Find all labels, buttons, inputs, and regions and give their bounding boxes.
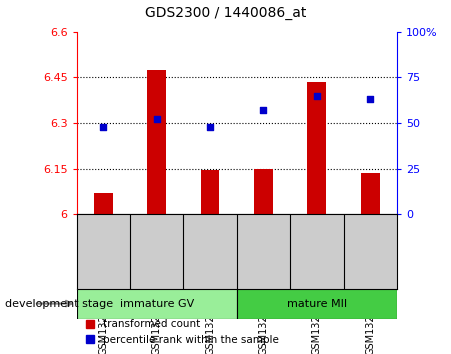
Text: mature MII: mature MII (287, 298, 347, 309)
Point (313, 93, 320, 98)
Point (207, 124, 214, 130)
Legend: transformed count, percentile rank within the sample: transformed count, percentile rank withi… (82, 315, 283, 349)
Bar (254, 169, 273, 214)
Text: development stage: development stage (5, 298, 113, 309)
Bar (201, 170, 220, 214)
Bar (308, 82, 326, 214)
Text: GDS2300 / 1440086_at: GDS2300 / 1440086_at (145, 6, 306, 21)
Point (367, 97, 374, 102)
Bar (147, 70, 166, 214)
Bar (94, 193, 113, 214)
Point (100, 124, 107, 130)
Point (153, 116, 160, 122)
Bar (361, 173, 380, 214)
Text: immature GV: immature GV (120, 298, 194, 309)
Bar (77, 289, 237, 319)
Point (260, 107, 267, 113)
Bar (237, 289, 397, 319)
